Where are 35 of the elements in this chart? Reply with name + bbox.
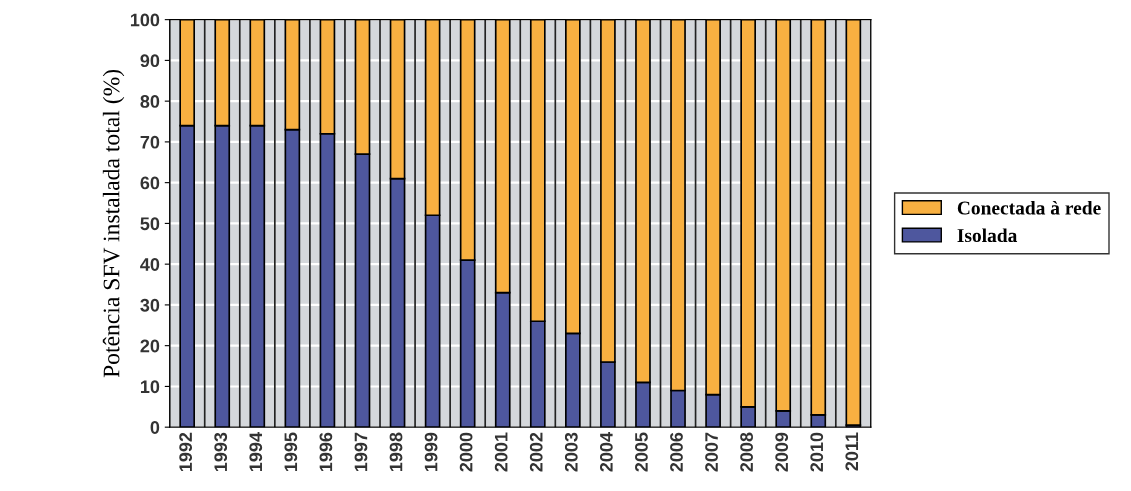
x-tick-label: 1997 xyxy=(354,432,368,472)
bar xyxy=(845,19,862,426)
x-tick-label: 1999 xyxy=(424,432,438,472)
y-tick-label: 0 xyxy=(150,421,160,434)
y-tick-label: 80 xyxy=(140,95,160,108)
y-tick-label: 10 xyxy=(140,380,160,394)
x-tick-label: 2001 xyxy=(494,432,508,472)
y-tick-label: 30 xyxy=(140,298,160,312)
x-tick-label: 2006 xyxy=(670,432,683,472)
y-axis-title: Potência SFV instalada total (%) xyxy=(102,69,125,378)
y-tick-label: 50 xyxy=(140,217,160,231)
x-tick-label: 2009 xyxy=(775,432,789,472)
legend-label: Conectada à rede xyxy=(957,200,1101,215)
x-tick-label: 1995 xyxy=(284,432,298,472)
x-tick-label: 2011 xyxy=(845,432,859,471)
y-tick-label: 90 xyxy=(140,54,160,68)
x-tick-label: 2008 xyxy=(740,432,753,472)
y-tick-label: 100 xyxy=(130,13,160,27)
x-tick-label: 1996 xyxy=(319,432,333,472)
x-tick-label: 2000 xyxy=(459,432,473,472)
y-tick-label: 60 xyxy=(140,176,160,190)
x-tick-label: 2005 xyxy=(635,432,648,472)
x-tick-label: 1993 xyxy=(214,432,228,472)
x-tick-label: 2004 xyxy=(599,432,613,472)
x-tick-label: 1994 xyxy=(249,432,263,472)
x-tick-label: 2007 xyxy=(705,432,718,472)
y-tick-label: 40 xyxy=(140,258,160,271)
x-tick-label: 1992 xyxy=(179,432,193,472)
legend-label: Isolada xyxy=(957,228,1018,243)
y-tick-label: 20 xyxy=(140,339,160,353)
x-tick-label: 2003 xyxy=(564,432,578,472)
y-tick-label: 70 xyxy=(140,135,160,149)
x-tick-label: 1998 xyxy=(389,432,403,472)
x-tick-label: 2002 xyxy=(529,432,543,472)
x-tick-label: 2010 xyxy=(810,432,824,472)
